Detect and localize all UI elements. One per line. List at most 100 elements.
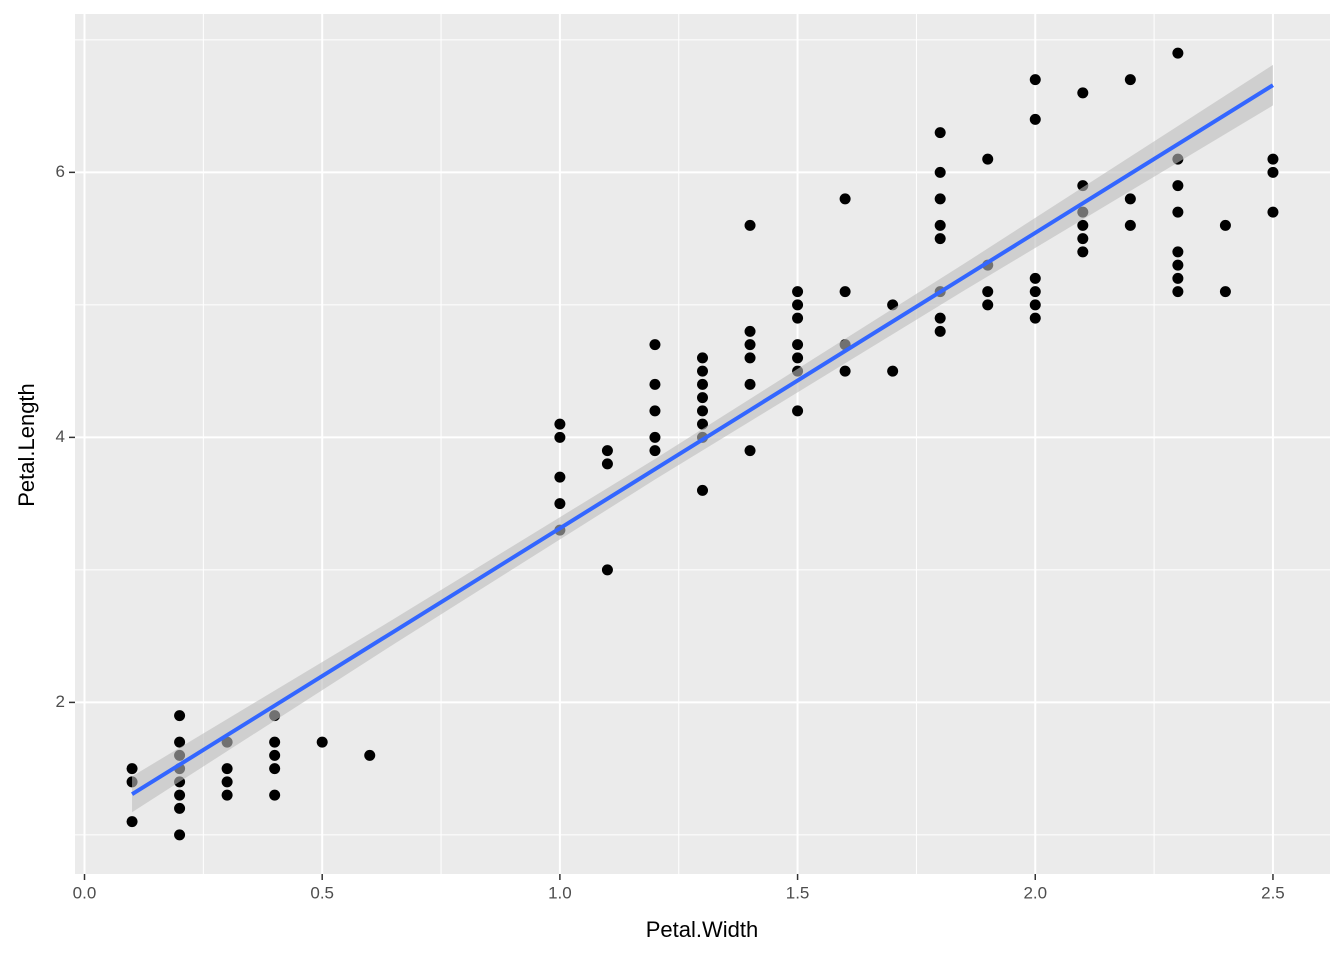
- point: [697, 484, 708, 496]
- point: [934, 166, 946, 178]
- x-tick-label: 2.5: [1261, 883, 1285, 902]
- point: [1029, 286, 1041, 298]
- point: [601, 458, 613, 470]
- point: [792, 286, 804, 298]
- x-tick-label: 0.0: [73, 883, 97, 902]
- point: [1029, 272, 1041, 284]
- x-tick-label: 2.0: [1023, 883, 1047, 902]
- point: [269, 789, 281, 801]
- point: [982, 286, 994, 298]
- point: [269, 749, 281, 761]
- point: [1172, 180, 1184, 192]
- point: [1219, 286, 1231, 298]
- y-tick-label: 4: [56, 427, 65, 446]
- point: [934, 193, 946, 205]
- point: [697, 378, 708, 390]
- point: [1172, 206, 1184, 218]
- point: [221, 763, 233, 775]
- point: [601, 564, 613, 576]
- point: [1029, 74, 1041, 86]
- point: [934, 219, 946, 231]
- point: [1029, 113, 1041, 125]
- point: [1267, 206, 1279, 218]
- point: [1172, 246, 1184, 258]
- point: [649, 378, 661, 390]
- point: [697, 392, 708, 404]
- point: [934, 325, 946, 337]
- point: [174, 789, 186, 801]
- point: [1077, 87, 1089, 99]
- point: [744, 219, 756, 231]
- point: [364, 749, 376, 761]
- x-tick-label: 1.5: [786, 883, 810, 902]
- point: [554, 418, 566, 430]
- point: [554, 431, 566, 443]
- point: [1029, 312, 1041, 324]
- point: [221, 789, 233, 801]
- point: [174, 802, 186, 814]
- point: [934, 127, 946, 139]
- point: [982, 299, 994, 311]
- point: [839, 286, 851, 298]
- point: [792, 299, 804, 311]
- point: [601, 445, 613, 457]
- point: [1267, 166, 1279, 178]
- point: [1124, 74, 1136, 86]
- x-tick-label: 1.0: [548, 883, 572, 902]
- point: [174, 736, 186, 748]
- fit-line: [130, 83, 1275, 796]
- point: [697, 365, 708, 377]
- point: [1172, 272, 1184, 284]
- point: [649, 339, 661, 351]
- point: [269, 763, 281, 775]
- point: [934, 312, 946, 324]
- point: [649, 445, 661, 457]
- point: [1172, 286, 1184, 298]
- point: [649, 405, 661, 417]
- point: [744, 325, 756, 337]
- point: [839, 193, 851, 205]
- point: [887, 365, 899, 377]
- point: [1267, 153, 1279, 165]
- point: [1124, 219, 1136, 231]
- x-tick-label: 0.5: [310, 883, 334, 902]
- y-tick-label: 6: [56, 162, 65, 181]
- point: [792, 352, 804, 364]
- point: [792, 339, 804, 351]
- point: [174, 710, 186, 722]
- point: [697, 352, 708, 364]
- point: [1219, 219, 1231, 231]
- point: [1172, 47, 1184, 59]
- point: [1077, 233, 1089, 245]
- point: [221, 776, 233, 788]
- point: [269, 736, 281, 748]
- point: [744, 339, 756, 351]
- point: [744, 445, 756, 457]
- point: [554, 498, 566, 510]
- point: [744, 378, 756, 390]
- point: [934, 233, 946, 245]
- point: [174, 829, 186, 841]
- point: [982, 153, 994, 165]
- point: [792, 312, 804, 324]
- point: [697, 405, 708, 417]
- point: [126, 816, 138, 828]
- point: [1077, 219, 1089, 231]
- point: [839, 365, 851, 377]
- y-axis-title: Petal.Length: [14, 383, 39, 507]
- point: [1172, 259, 1184, 271]
- point: [316, 736, 328, 748]
- point: [126, 763, 138, 775]
- point: [1029, 299, 1041, 311]
- point: [697, 418, 708, 430]
- point: [649, 431, 661, 443]
- point: [792, 405, 804, 417]
- point: [1124, 193, 1136, 205]
- point: [744, 352, 756, 364]
- point: [554, 471, 566, 483]
- point: [1077, 246, 1089, 258]
- x-axis-title: Petal.Width: [646, 917, 759, 942]
- y-tick-label: 2: [56, 692, 65, 711]
